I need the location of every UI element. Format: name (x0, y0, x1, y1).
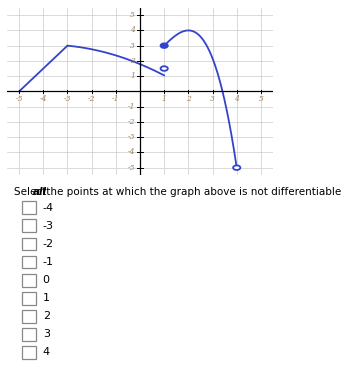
Text: 2: 2 (186, 95, 191, 103)
Text: 1: 1 (130, 72, 135, 80)
Text: -1: -1 (43, 257, 54, 267)
Text: 2: 2 (43, 311, 50, 321)
Text: -1: -1 (128, 103, 135, 111)
Text: -4: -4 (40, 95, 47, 103)
Text: Select: Select (14, 187, 49, 197)
Text: -1: -1 (112, 95, 120, 103)
Text: 5: 5 (130, 11, 135, 19)
Text: 1: 1 (162, 95, 167, 103)
Text: -4: -4 (43, 203, 54, 213)
Text: 0: 0 (43, 275, 50, 285)
Text: -3: -3 (64, 95, 71, 103)
Text: 3: 3 (43, 329, 50, 339)
Text: -2: -2 (128, 118, 135, 126)
Text: -3: -3 (128, 133, 135, 141)
Text: 4: 4 (130, 26, 135, 34)
Text: all: all (33, 187, 47, 197)
Text: -4: -4 (128, 149, 135, 156)
Text: -3: -3 (43, 221, 54, 231)
Text: -2: -2 (43, 239, 54, 249)
Circle shape (233, 166, 240, 170)
Circle shape (161, 66, 168, 71)
Circle shape (161, 43, 168, 48)
Text: -5: -5 (15, 95, 23, 103)
Text: -5: -5 (128, 164, 135, 172)
Text: 3: 3 (210, 95, 215, 103)
Text: 4: 4 (43, 348, 50, 357)
Text: -2: -2 (88, 95, 96, 103)
Text: 3: 3 (130, 42, 135, 50)
Text: the points at which the graph above is not differentiable: the points at which the graph above is n… (43, 187, 341, 197)
Text: 2: 2 (130, 57, 135, 65)
Text: 5: 5 (258, 95, 263, 103)
Text: 4: 4 (234, 95, 239, 103)
Text: 1: 1 (43, 293, 50, 303)
